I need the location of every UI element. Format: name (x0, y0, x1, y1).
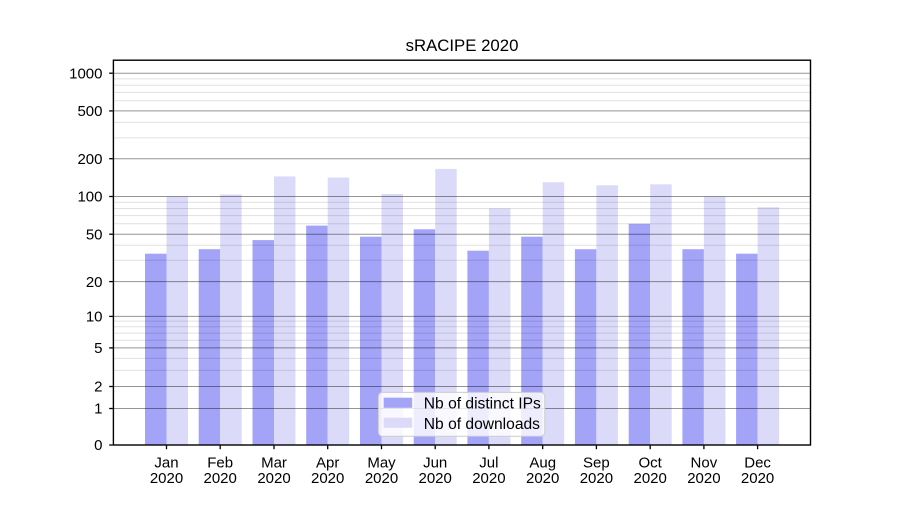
svg-text:2020: 2020 (257, 470, 290, 487)
svg-text:sRACIPE 2020: sRACIPE 2020 (406, 36, 519, 55)
svg-text:2020: 2020 (204, 470, 237, 487)
svg-text:2020: 2020 (365, 470, 398, 487)
svg-text:2020: 2020 (580, 470, 613, 487)
svg-text:Sep: Sep (583, 454, 610, 471)
svg-text:2020: 2020 (472, 470, 505, 487)
svg-text:100: 100 (77, 189, 102, 206)
svg-text:50: 50 (86, 226, 103, 243)
svg-text:Nb of distinct IPs: Nb of distinct IPs (424, 396, 541, 413)
svg-text:2020: 2020 (687, 470, 720, 487)
svg-text:Jul: Jul (479, 454, 498, 471)
svg-text:Feb: Feb (207, 454, 233, 471)
svg-text:Oct: Oct (639, 454, 663, 471)
svg-text:Apr: Apr (316, 454, 339, 471)
svg-text:500: 500 (77, 103, 102, 120)
svg-text:2020: 2020 (419, 470, 452, 487)
svg-text:10: 10 (86, 309, 103, 326)
svg-text:2: 2 (94, 379, 102, 396)
svg-text:20: 20 (86, 274, 103, 291)
svg-text:2020: 2020 (741, 470, 774, 487)
svg-text:Jun: Jun (423, 454, 447, 471)
svg-text:1000: 1000 (69, 65, 102, 82)
svg-text:2020: 2020 (526, 470, 559, 487)
svg-text:2020: 2020 (634, 470, 667, 487)
svg-text:2020: 2020 (311, 470, 344, 487)
svg-text:200: 200 (77, 151, 102, 168)
svg-text:Nb of downloads: Nb of downloads (424, 416, 540, 433)
svg-text:Nov: Nov (691, 454, 718, 471)
svg-text:5: 5 (94, 340, 102, 357)
svg-text:2020: 2020 (150, 470, 183, 487)
svg-text:1: 1 (94, 401, 102, 418)
svg-text:May: May (367, 454, 396, 471)
svg-text:0: 0 (94, 437, 102, 454)
svg-text:Mar: Mar (261, 454, 287, 471)
svg-text:Aug: Aug (529, 454, 556, 471)
svg-text:Dec: Dec (744, 454, 771, 471)
svg-text:Jan: Jan (154, 454, 178, 471)
